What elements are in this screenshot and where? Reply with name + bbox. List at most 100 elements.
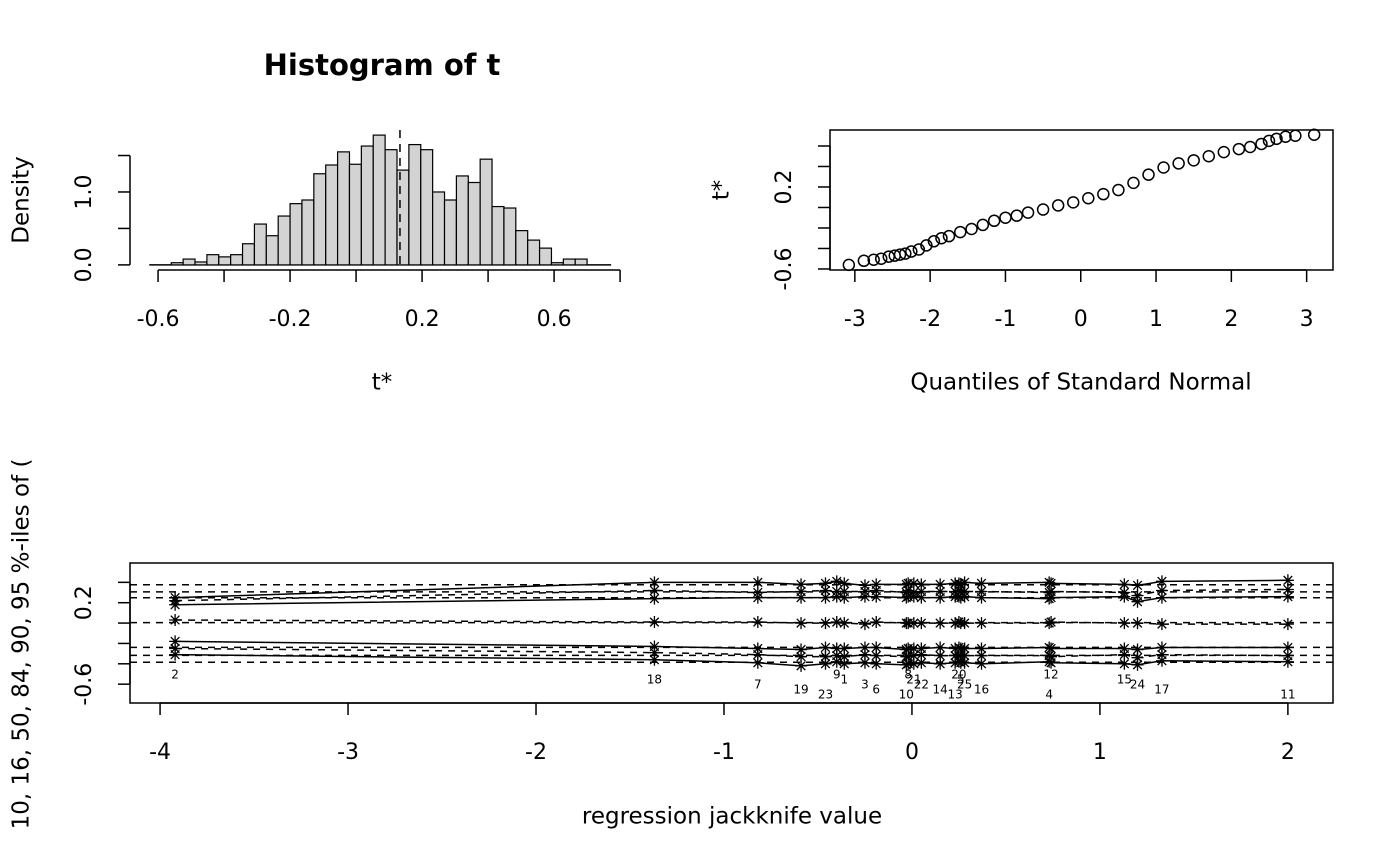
point	[1010, 209, 1023, 222]
point	[905, 245, 918, 258]
observation-label: 1	[840, 673, 848, 687]
bar	[372, 134, 386, 266]
point	[1066, 196, 1080, 209]
point	[1217, 145, 1231, 159]
plot-box	[129, 562, 1334, 704]
star	[169, 642, 182, 655]
bar	[230, 254, 244, 266]
star	[1281, 574, 1294, 587]
star	[975, 657, 988, 670]
star	[1155, 591, 1168, 604]
observation-label: 23	[818, 688, 833, 702]
observation-label: 22	[914, 678, 929, 692]
star	[169, 614, 182, 627]
star	[915, 585, 928, 598]
x-tick-label: -2	[525, 740, 547, 765]
star	[1118, 642, 1131, 655]
star	[870, 649, 883, 662]
star	[870, 578, 883, 591]
observation-label: 7	[754, 678, 762, 692]
star	[830, 575, 843, 588]
star	[975, 577, 988, 590]
star	[934, 641, 947, 654]
point	[1202, 149, 1216, 163]
bar	[325, 164, 339, 266]
x-axis-label: regression jackknife value	[582, 804, 882, 830]
star	[870, 590, 883, 603]
star	[169, 635, 182, 648]
observation-label: 10	[899, 688, 914, 702]
y-tick-label: 0.2	[772, 169, 797, 204]
star	[858, 585, 871, 598]
observation-label: 15	[1117, 673, 1132, 687]
star	[648, 616, 661, 629]
bar	[396, 169, 410, 266]
x-tick-label: 0	[1074, 307, 1088, 332]
star	[934, 585, 947, 598]
point	[1243, 140, 1257, 154]
star	[838, 642, 851, 655]
x-axis-label: Quantiles of Standard Normal	[910, 370, 1251, 396]
bar	[443, 199, 458, 266]
star	[1131, 589, 1144, 602]
point	[976, 218, 990, 232]
point	[920, 239, 933, 252]
bar	[574, 258, 588, 266]
star	[1045, 577, 1058, 590]
y-axis-label: 10, 16, 50, 84, 90, 95 %-iles of (	[9, 459, 35, 830]
star	[1281, 649, 1294, 662]
star	[795, 650, 808, 663]
star	[838, 585, 851, 598]
observation-label: 4	[1045, 688, 1053, 702]
star	[907, 649, 920, 662]
star	[795, 585, 808, 598]
star	[907, 642, 920, 655]
star	[858, 648, 871, 661]
star	[819, 617, 832, 630]
bar	[503, 207, 517, 266]
y-tick-label: -0.6	[72, 663, 97, 706]
star	[819, 650, 832, 663]
star	[870, 657, 883, 670]
star	[838, 577, 851, 590]
star	[1045, 656, 1058, 669]
star	[1118, 578, 1131, 591]
star	[1131, 658, 1144, 671]
star	[975, 585, 988, 598]
bar	[194, 261, 208, 266]
point	[1307, 128, 1321, 141]
observation-label: 9	[833, 668, 841, 682]
observation-label: 14	[933, 683, 948, 697]
star	[838, 650, 851, 663]
bar	[206, 254, 220, 266]
star	[1281, 641, 1294, 654]
point	[954, 225, 967, 239]
bar	[432, 191, 446, 266]
point	[965, 222, 978, 236]
bar	[384, 149, 398, 266]
point	[1270, 132, 1283, 146]
bar	[253, 223, 267, 266]
star	[648, 640, 661, 653]
star	[915, 617, 928, 630]
observation-label: 3	[861, 678, 869, 692]
star	[858, 656, 871, 669]
observation-label: 25	[957, 678, 972, 692]
bar	[313, 173, 327, 266]
star	[958, 642, 971, 655]
star	[1045, 591, 1058, 604]
y-tick-label: -0.6	[772, 248, 797, 291]
x-tick-label: 0.2	[405, 307, 440, 332]
point	[1187, 154, 1200, 167]
star	[1281, 590, 1294, 603]
star	[648, 653, 661, 666]
star	[1045, 642, 1058, 655]
star	[858, 641, 871, 654]
star	[795, 643, 808, 656]
point	[942, 229, 956, 243]
star	[1155, 654, 1168, 667]
observation-label: 24	[1130, 678, 1145, 692]
star	[838, 657, 851, 670]
x-tick-label: -1	[994, 307, 1016, 332]
star	[1118, 657, 1131, 670]
